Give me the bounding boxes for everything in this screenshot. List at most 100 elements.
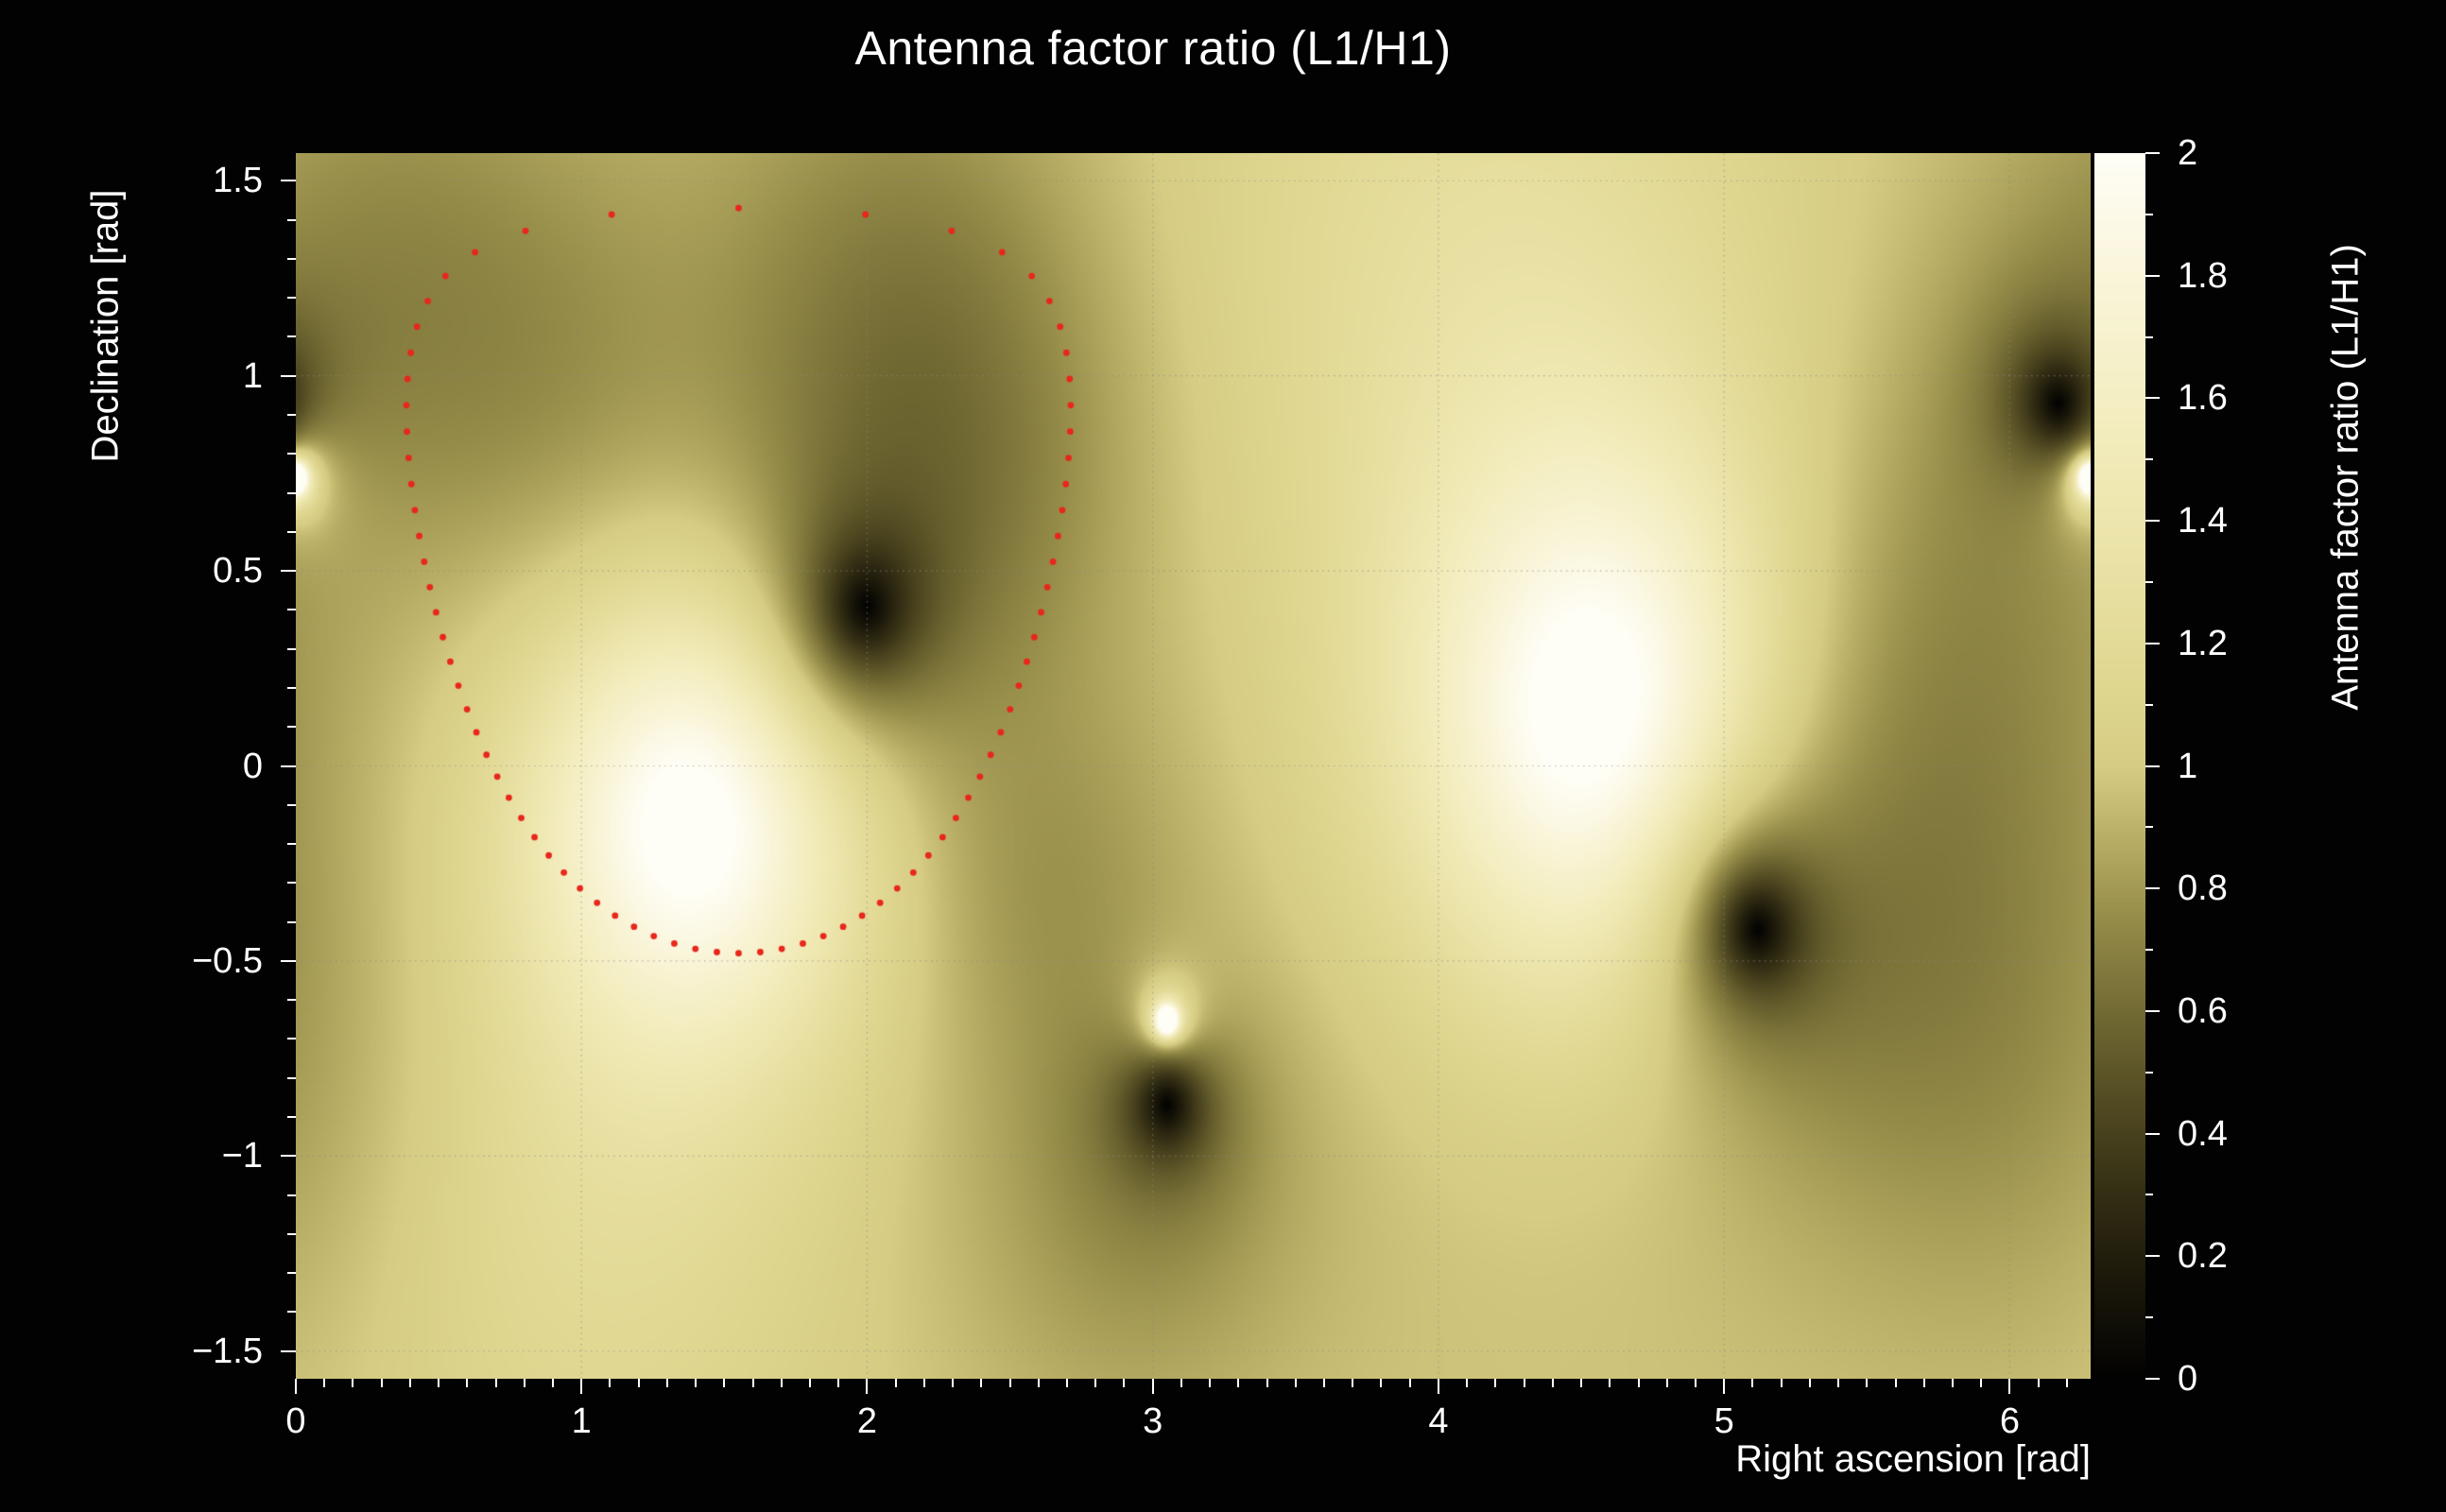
y-tick-label: 0 xyxy=(242,746,263,786)
x-axis-minor-tick xyxy=(1694,1379,1697,1387)
y-tick-label: 1 xyxy=(242,355,263,396)
colorbar-major-tick xyxy=(2145,1132,2160,1135)
x-axis-minor-tick xyxy=(665,1379,668,1387)
x-axis-minor-tick xyxy=(1751,1379,1754,1387)
x-axis-minor-tick xyxy=(1523,1379,1525,1387)
colorbar-minor-tick xyxy=(2145,1316,2153,1319)
x-tick-label: 3 xyxy=(1143,1401,1163,1441)
x-axis-major-tick xyxy=(2008,1379,2011,1394)
x-tick-label: 6 xyxy=(1999,1401,2020,1441)
y-axis-major-tick xyxy=(281,765,296,767)
y-axis-minor-tick xyxy=(287,803,296,806)
x-axis-minor-tick xyxy=(1609,1379,1611,1387)
y-axis-minor-tick xyxy=(287,413,296,416)
y-axis-minor-tick xyxy=(287,491,296,494)
x-axis-minor-tick xyxy=(1237,1379,1240,1387)
colorbar-major-tick xyxy=(2145,1255,2160,1258)
y-axis-major-tick xyxy=(281,180,296,182)
colorbar-minor-tick xyxy=(2145,703,2153,706)
x-axis-major-tick xyxy=(1437,1379,1439,1394)
x-axis-minor-tick xyxy=(2065,1379,2068,1387)
x-axis-minor-tick xyxy=(1008,1379,1011,1387)
y-axis-minor-tick xyxy=(287,882,296,885)
y-axis-major-tick xyxy=(281,959,296,962)
colorbar-tick-label: 1.6 xyxy=(2178,378,2228,419)
y-axis-minor-tick xyxy=(287,920,296,923)
colorbar-tick-label: 0.4 xyxy=(2178,1113,2228,1154)
y-axis-minor-tick xyxy=(287,257,296,260)
colorbar-tick-label: 1.2 xyxy=(2178,623,2228,663)
chart-title: Antenna factor ratio (L1/H1) xyxy=(854,22,1452,75)
colorbar-tick-label: 0 xyxy=(2178,1359,2198,1399)
x-axis-minor-tick xyxy=(1037,1379,1040,1387)
x-axis-minor-tick xyxy=(1323,1379,1326,1387)
x-axis-minor-tick xyxy=(408,1379,411,1387)
colorbar-major-tick xyxy=(2145,397,2160,400)
colorbar-major-tick xyxy=(2145,152,2160,154)
y-axis-minor-tick xyxy=(287,843,296,846)
colorbar-tick-label: 1 xyxy=(2178,746,2198,786)
x-axis-minor-tick xyxy=(523,1379,525,1387)
x-axis-minor-tick xyxy=(1951,1379,1954,1387)
y-axis-minor-tick xyxy=(287,1232,296,1235)
y-axis-minor-tick xyxy=(287,1272,296,1275)
colorbar-minor-tick xyxy=(2145,1194,2153,1196)
x-axis-minor-tick xyxy=(1266,1379,1268,1387)
y-tick-label: −1 xyxy=(221,1136,263,1177)
y-axis-minor-tick xyxy=(287,297,296,300)
x-axis-minor-tick xyxy=(809,1379,812,1387)
x-tick-label: 4 xyxy=(1428,1401,1449,1441)
x-axis-minor-tick xyxy=(1294,1379,1297,1387)
colorbar-major-tick xyxy=(2145,642,2160,644)
x-axis-minor-tick xyxy=(494,1379,497,1387)
colorbar-gradient xyxy=(2094,153,2145,1379)
x-axis-minor-tick xyxy=(1209,1379,1212,1387)
x-axis-minor-tick xyxy=(2037,1379,2040,1387)
colorbar-tick-label: 1.8 xyxy=(2178,255,2228,296)
x-axis-minor-tick xyxy=(1352,1379,1354,1387)
colorbar-minor-tick xyxy=(2145,213,2153,215)
y-tick-label: −0.5 xyxy=(191,940,263,981)
colorbar-tick-label: 0.8 xyxy=(2178,868,2228,909)
x-tick-label: 1 xyxy=(571,1401,592,1441)
x-tick-label: 5 xyxy=(1714,1401,1734,1441)
colorbar-tick-label: 2 xyxy=(2178,133,2198,173)
x-axis-minor-tick xyxy=(323,1379,326,1387)
y-tick-label: 1.5 xyxy=(213,161,263,201)
colorbar-minor-tick xyxy=(2145,580,2153,583)
heatmap-canvas xyxy=(296,153,2091,1379)
colorbar-tick-label: 0.2 xyxy=(2178,1236,2228,1277)
y-axis-major-tick xyxy=(281,1349,296,1352)
y-tick-label: 0.5 xyxy=(213,551,263,592)
x-axis-minor-tick xyxy=(952,1379,955,1387)
x-axis-minor-tick xyxy=(438,1379,440,1387)
x-axis-minor-tick xyxy=(1637,1379,1640,1387)
x-axis-minor-tick xyxy=(609,1379,612,1387)
y-axis-minor-tick xyxy=(287,609,296,611)
colorbar-major-tick xyxy=(2145,274,2160,277)
y-axis-minor-tick xyxy=(287,1194,296,1196)
y-axis-minor-tick xyxy=(287,530,296,533)
y-axis-minor-tick xyxy=(287,647,296,650)
x-axis-minor-tick xyxy=(1866,1379,1869,1387)
colorbar-minor-tick xyxy=(2145,458,2153,461)
x-axis-minor-tick xyxy=(380,1379,383,1387)
x-axis-minor-tick xyxy=(922,1379,925,1387)
x-axis-minor-tick xyxy=(1808,1379,1811,1387)
x-axis-minor-tick xyxy=(1180,1379,1182,1387)
x-axis-minor-tick xyxy=(780,1379,783,1387)
x-axis-minor-tick xyxy=(1665,1379,1668,1387)
x-axis-label: Right ascension [rad] xyxy=(1735,1438,2091,1480)
y-axis-label: Declination [rad] xyxy=(84,189,127,463)
x-axis-minor-tick xyxy=(723,1379,726,1387)
x-axis-major-tick xyxy=(866,1379,869,1394)
x-axis-minor-tick xyxy=(1494,1379,1497,1387)
x-axis-minor-tick xyxy=(352,1379,354,1387)
x-tick-label: 2 xyxy=(856,1401,878,1441)
x-axis-minor-tick xyxy=(1380,1379,1383,1387)
x-axis-minor-tick xyxy=(1094,1379,1097,1387)
x-axis-minor-tick xyxy=(1066,1379,1069,1387)
x-axis-minor-tick xyxy=(695,1379,698,1387)
x-axis-minor-tick xyxy=(1894,1379,1897,1387)
colorbar-major-tick xyxy=(2145,1378,2160,1380)
